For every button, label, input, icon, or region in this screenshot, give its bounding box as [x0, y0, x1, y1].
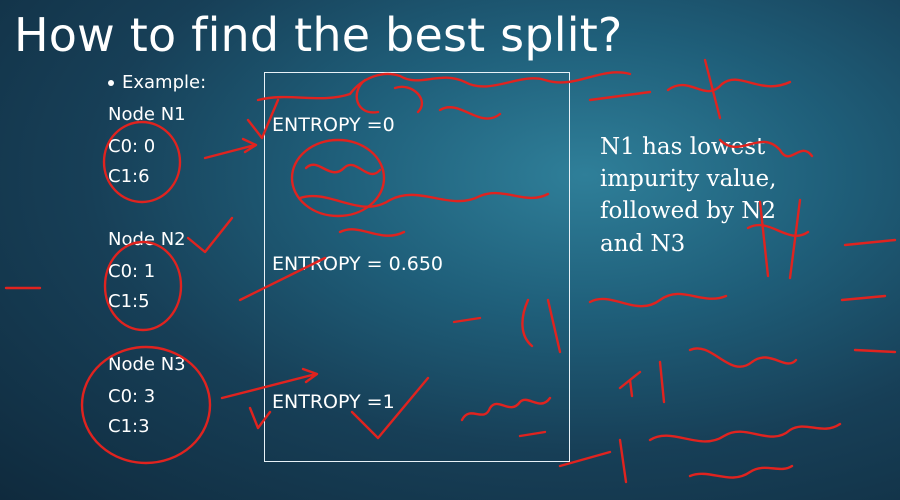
node-n3-c1: C1:3	[108, 416, 150, 437]
example-list: Example: Node N1 C0: 0 C1:6 Node N2 C0: …	[108, 0, 248, 500]
node-n1-name: Node N1	[108, 104, 186, 125]
slide-title: How to find the best split?	[14, 8, 623, 62]
entropy-n2: ENTROPY = 0.650	[272, 253, 444, 275]
node-n1-c0: C0: 0	[108, 136, 156, 157]
scribble-frac-2	[618, 347, 798, 404]
node-n1-c1: C1:6	[108, 166, 150, 187]
scribble-bottom	[688, 464, 794, 479]
dash-3	[843, 238, 897, 247]
scribble-formula	[588, 58, 792, 120]
entropy-n3: ENTROPY =1	[272, 391, 395, 413]
bullet-icon	[108, 80, 114, 86]
dash-5	[853, 348, 897, 354]
node-n1: Node N1 C0: 0 C1:6	[108, 106, 248, 216]
node-n2: Node N2 C0: 1 C1:5	[108, 231, 248, 341]
node-n2-c0: C0: 1	[108, 261, 156, 282]
conclusion-text: N1 has lowest impurity value, followed b…	[600, 134, 777, 257]
dash-4	[840, 294, 887, 302]
entropy-n1: ENTROPY =0	[272, 114, 395, 136]
node-n3: Node N3 C0: 3 C1:3	[108, 356, 248, 466]
node-n2-c1: C1:5	[108, 291, 150, 312]
example-label: Example:	[122, 72, 207, 93]
scribble-frac-3	[558, 422, 842, 484]
node-n3-name: Node N3	[108, 354, 186, 375]
example-bullet: Example:	[108, 74, 206, 92]
node-n3-c0: C0: 3	[108, 386, 156, 407]
node-n2-name: Node N2	[108, 229, 186, 250]
